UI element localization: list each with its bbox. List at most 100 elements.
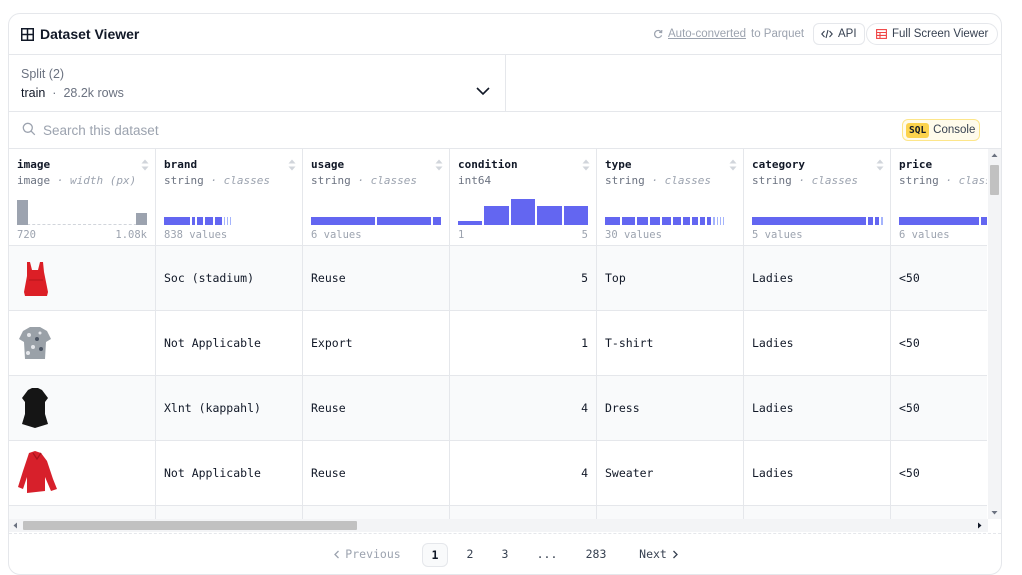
column-header-condition[interactable]: condition int64 1 5 bbox=[450, 149, 597, 246]
refresh-icon bbox=[654, 29, 663, 39]
sort-icon[interactable] bbox=[435, 159, 443, 171]
column-name: brand bbox=[164, 158, 198, 171]
width-histogram bbox=[17, 199, 147, 225]
page-button-1[interactable]: 1 bbox=[422, 543, 448, 567]
column-header-category[interactable]: category string · classes 5 values bbox=[744, 149, 891, 246]
pagination: Previous 1 2 3 ... 283 Next bbox=[9, 533, 1001, 574]
viewer-title: Dataset Viewer bbox=[21, 26, 139, 42]
scroll-right-icon[interactable] bbox=[974, 519, 986, 532]
image-cell[interactable] bbox=[9, 246, 156, 310]
histogram-min: 1 bbox=[458, 229, 465, 241]
histogram-bar[interactable] bbox=[17, 200, 28, 225]
previous-page-button[interactable]: Previous bbox=[327, 543, 407, 565]
type-cell: Sweater bbox=[597, 441, 744, 505]
class-distribution-bar bbox=[311, 217, 441, 225]
class-count: 6 values bbox=[311, 229, 362, 241]
type-cell bbox=[597, 506, 744, 519]
histogram-bar[interactable] bbox=[563, 205, 588, 225]
chevron-down-icon[interactable] bbox=[475, 86, 491, 96]
scroll-left-icon[interactable] bbox=[9, 519, 21, 532]
class-count: 5 values bbox=[752, 229, 803, 241]
column-name: category bbox=[752, 158, 805, 171]
column-header-usage[interactable]: usage string · classes 6 values bbox=[303, 149, 450, 246]
class-distribution-bar bbox=[164, 217, 231, 225]
condition-cell: 4 bbox=[450, 441, 597, 505]
sort-icon[interactable] bbox=[582, 159, 590, 171]
table-row[interactable]: Not Applicable Export 1 T-shirt Ladies <… bbox=[9, 311, 987, 376]
image-cell[interactable] bbox=[9, 376, 156, 440]
split-value: train bbox=[21, 86, 46, 100]
class-count: 838 values bbox=[164, 229, 228, 241]
viewer-header: Dataset Viewer Auto-converted to Parquet… bbox=[9, 14, 1001, 55]
scroll-up-icon[interactable] bbox=[988, 149, 1001, 161]
image-cell[interactable] bbox=[9, 506, 156, 519]
class-distribution-bar bbox=[899, 217, 987, 225]
condition-cell: 4 bbox=[450, 376, 597, 440]
table-row[interactable]: Not Applicable Reuse 4 Sweater Ladies <5… bbox=[9, 441, 987, 506]
auto-converted-link[interactable]: Auto-converted bbox=[668, 28, 746, 40]
column-name: type bbox=[605, 158, 632, 171]
class-distribution-bar bbox=[752, 217, 883, 225]
split-empty-area bbox=[506, 55, 1001, 112]
column-type: string · classes bbox=[899, 174, 987, 187]
sort-icon[interactable] bbox=[288, 159, 296, 171]
price-cell: <50 bbox=[891, 376, 987, 440]
sort-icon[interactable] bbox=[729, 159, 737, 171]
sql-console-button[interactable]: SQL Console bbox=[902, 119, 981, 141]
dataset-viewer: Dataset Viewer Auto-converted to Parquet… bbox=[8, 13, 1002, 575]
column-name: condition bbox=[458, 158, 518, 171]
column-type: image · width (px) bbox=[17, 174, 137, 187]
sql-tag: SQL bbox=[906, 122, 930, 138]
class-count: 6 values bbox=[899, 229, 950, 241]
column-header-image[interactable]: image image · width (px) 720 1.08k bbox=[9, 149, 156, 246]
sort-icon[interactable] bbox=[141, 159, 149, 171]
column-type: int64 bbox=[458, 174, 492, 187]
image-cell[interactable] bbox=[9, 441, 156, 505]
horizontal-scroll-thumb[interactable] bbox=[23, 521, 357, 530]
class-distribution-bar bbox=[605, 217, 724, 225]
black-dress-image bbox=[22, 388, 48, 428]
split-selector[interactable]: Split (2) train · 28.2k rows bbox=[9, 55, 506, 112]
column-header-type[interactable]: type string · classes 30 values bbox=[597, 149, 744, 246]
sort-icon[interactable] bbox=[876, 159, 884, 171]
search-bar: SQL Console bbox=[9, 112, 1001, 149]
page-button-2[interactable]: 2 bbox=[466, 547, 474, 561]
api-button[interactable]: API bbox=[813, 23, 865, 45]
type-cell: Dress bbox=[597, 376, 744, 440]
chevron-left-icon bbox=[334, 550, 340, 558]
brand-cell: Xlnt (kappahl) bbox=[156, 376, 303, 440]
viewer-title-text: Dataset Viewer bbox=[40, 26, 140, 42]
histogram-bar[interactable] bbox=[136, 213, 147, 225]
column-header-price[interactable]: price string · classes 6 values bbox=[891, 149, 987, 246]
brand-cell: Not Applicable bbox=[156, 441, 303, 505]
column-header-brand[interactable]: brand string · classes 838 values bbox=[156, 149, 303, 246]
table-row[interactable]: Soc (stadium) Reuse 5 Top Ladies <50 bbox=[9, 246, 987, 311]
category-cell: Ladies bbox=[744, 246, 891, 310]
vertical-scroll-thumb[interactable] bbox=[990, 165, 999, 195]
split-value-line: train · 28.2k rows bbox=[21, 86, 124, 100]
scroll-down-icon[interactable] bbox=[988, 507, 1001, 519]
sql-console-label: Console bbox=[933, 124, 976, 136]
type-cell: T-shirt bbox=[597, 311, 744, 375]
page-button-last[interactable]: 283 bbox=[585, 547, 607, 561]
image-cell[interactable] bbox=[9, 311, 156, 375]
table-row[interactable] bbox=[9, 506, 987, 519]
usage-cell: Export bbox=[303, 311, 450, 375]
page-button-3[interactable]: 3 bbox=[501, 547, 509, 561]
search-input[interactable] bbox=[43, 120, 543, 140]
vertical-scrollbar[interactable] bbox=[988, 149, 1001, 519]
histogram-bar[interactable] bbox=[458, 221, 483, 225]
auto-converted-suffix: to Parquet bbox=[751, 28, 805, 40]
class-count: 30 values bbox=[605, 229, 662, 241]
horizontal-scrollbar[interactable] bbox=[9, 519, 988, 532]
histogram-bar[interactable] bbox=[537, 205, 562, 225]
next-page-button[interactable]: Next bbox=[631, 543, 687, 565]
histogram-bar[interactable] bbox=[510, 199, 536, 225]
full-screen-viewer-button[interactable]: Full Screen Viewer bbox=[866, 23, 999, 45]
table-row[interactable]: Xlnt (kappahl) Reuse 4 Dress Ladies <50 bbox=[9, 376, 987, 441]
histogram-bar[interactable] bbox=[484, 205, 509, 225]
red-tank-top-image bbox=[24, 262, 48, 296]
histogram-max: 5 bbox=[581, 229, 588, 241]
patterned-tshirt-image bbox=[19, 327, 51, 359]
brand-cell bbox=[156, 506, 303, 519]
